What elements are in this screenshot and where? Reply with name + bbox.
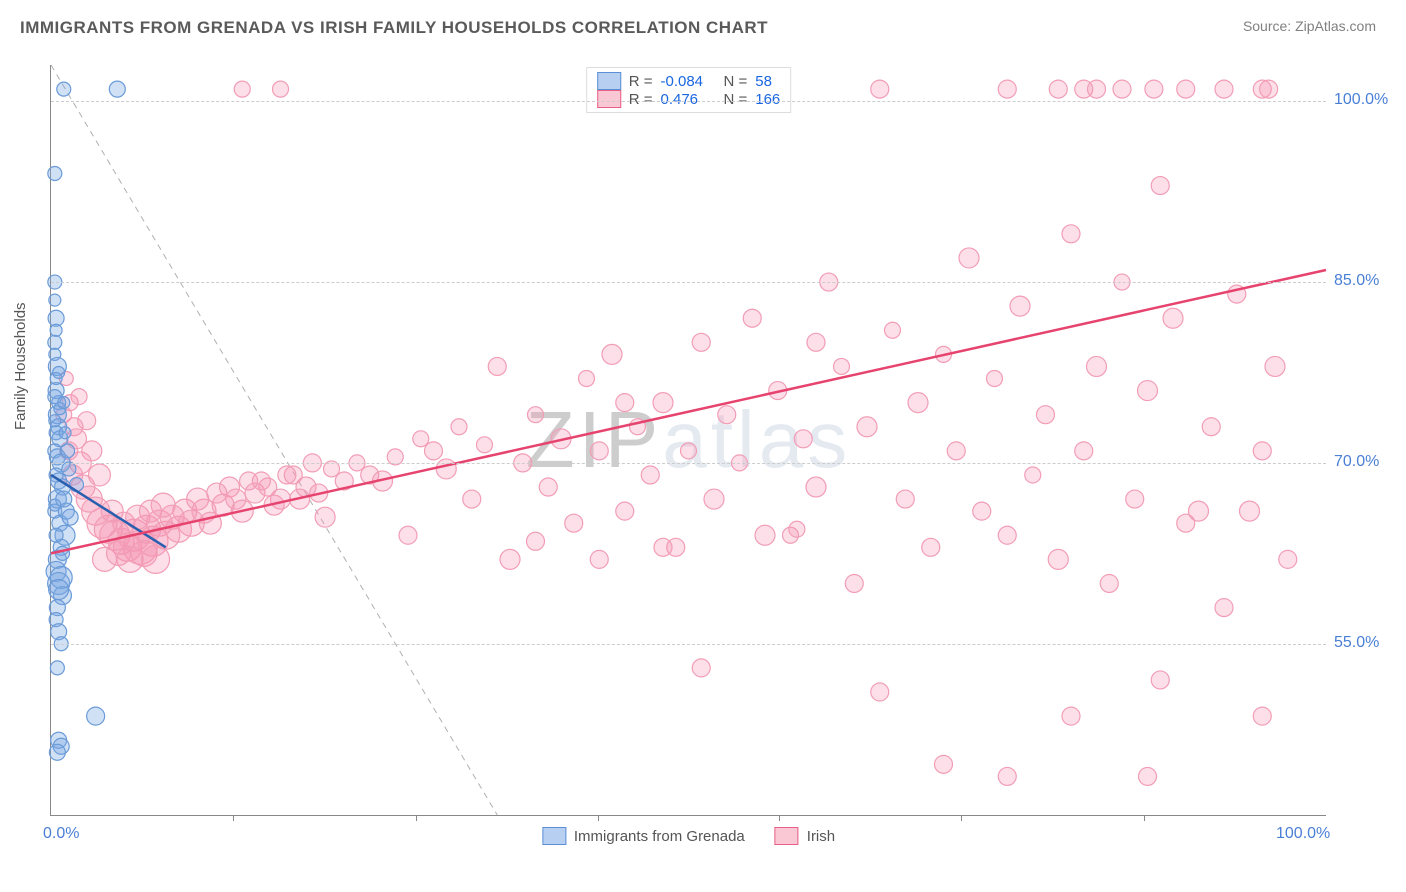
legend-n-label: N = xyxy=(723,91,747,108)
x-tick-mark xyxy=(416,815,417,821)
series-legend: Immigrants from Grenada Irish xyxy=(542,827,835,845)
legend-swatch xyxy=(597,90,621,108)
chart-title: IMMIGRANTS FROM GRENADA VS IRISH FAMILY … xyxy=(20,18,768,38)
x-tick-label: 0.0% xyxy=(43,825,79,843)
legend-r-label: R = xyxy=(629,73,653,90)
x-tick-mark xyxy=(779,815,780,821)
correlation-legend: R = -0.084 N = 58 R = 0.476 N = 166 xyxy=(586,67,792,113)
series-legend-label: Immigrants from Grenada xyxy=(574,828,745,845)
legend-r-value: 0.476 xyxy=(660,91,715,108)
chart-plot-area: ZIPatlas R =-0.084N =58R =0.476N =166 Im… xyxy=(50,65,1326,816)
legend-n-label: N = xyxy=(723,73,747,90)
legend-swatch xyxy=(775,827,799,845)
series-legend-label: Irish xyxy=(807,828,835,845)
legend-r-value: -0.084 xyxy=(660,73,715,90)
y-tick-label: 55.0% xyxy=(1334,634,1404,652)
scatter-svg xyxy=(51,65,1326,815)
series-legend-item: Immigrants from Grenada xyxy=(542,827,745,845)
legend-n-value: 166 xyxy=(755,91,780,108)
y-tick-label: 70.0% xyxy=(1334,453,1404,471)
x-tick-label: 100.0% xyxy=(1276,825,1330,843)
x-tick-mark xyxy=(961,815,962,821)
y-tick-label: 100.0% xyxy=(1334,91,1404,109)
y-tick-label: 85.0% xyxy=(1334,272,1404,290)
gridline xyxy=(51,463,1326,464)
legend-swatch xyxy=(542,827,566,845)
x-tick-mark xyxy=(1144,815,1145,821)
legend-row: R = -0.084 N = 58 xyxy=(597,72,781,90)
x-tick-mark xyxy=(233,815,234,821)
gridline xyxy=(51,644,1326,645)
gridline xyxy=(51,282,1326,283)
y-axis-label: Family Households xyxy=(12,302,29,430)
gridline xyxy=(51,101,1326,102)
legend-r-label: R = xyxy=(629,91,653,108)
legend-swatch xyxy=(597,72,621,90)
legend-n-value: 58 xyxy=(755,73,772,90)
legend-row: R = 0.476 N = 166 xyxy=(597,90,781,108)
source-attribution: Source: ZipAtlas.com xyxy=(1243,18,1376,34)
series-legend-item: Irish xyxy=(775,827,835,845)
x-tick-mark xyxy=(598,815,599,821)
